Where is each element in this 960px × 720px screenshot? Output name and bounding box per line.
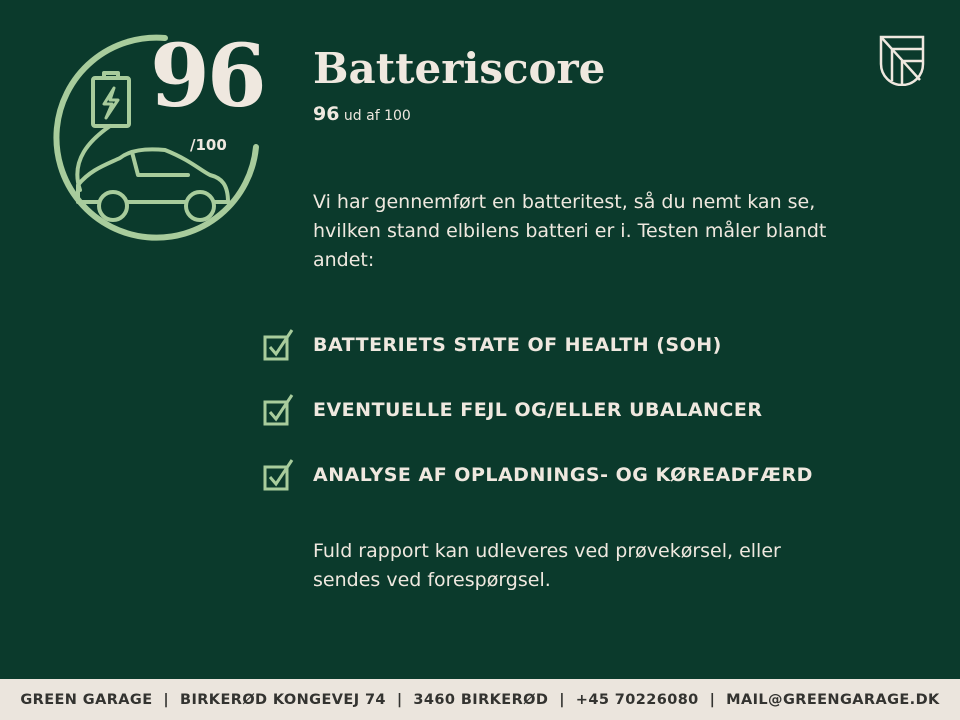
subtitle-suffix: ud af 100 bbox=[343, 108, 411, 124]
shield-logo-icon bbox=[879, 35, 925, 86]
check-list: BATTERIETS STATE OF HEALTH (SOH) EVENTUE… bbox=[262, 312, 813, 507]
check-label: EVENTUELLE FEJL OG/ELLER UBALANCER bbox=[313, 398, 763, 421]
list-item: EVENTUELLE FEJL OG/ELLER UBALANCER bbox=[262, 377, 813, 442]
checkbox-checked-icon bbox=[263, 458, 294, 490]
check-label: ANALYSE AF OPLADNINGS- OG KØREADFÆRD bbox=[313, 463, 813, 486]
list-item: BATTERIETS STATE OF HEALTH (SOH) bbox=[262, 312, 813, 377]
outro-text: Fuld rapport kan udleveres ved prøvekørs… bbox=[313, 540, 781, 591]
checkbox-checked-icon bbox=[263, 393, 294, 425]
badge-out-of: /100 bbox=[190, 136, 227, 154]
footer-contact: GREEN GARAGE | BIRKERØD KONGEVEJ 74 | 34… bbox=[0, 679, 960, 720]
checkbox-checked-icon bbox=[263, 328, 294, 360]
page-title: Batteriscore bbox=[313, 44, 606, 93]
score-subtitle: 96 ud af 100 bbox=[313, 103, 411, 125]
badge-score: 96 bbox=[150, 26, 267, 127]
intro-text: Vi har gennemført en batteritest, så du … bbox=[313, 191, 827, 271]
subtitle-score: 96 bbox=[313, 103, 340, 125]
check-label: BATTERIETS STATE OF HEALTH (SOH) bbox=[313, 333, 722, 356]
battery-car-badge-icon bbox=[53, 34, 259, 241]
list-item: ANALYSE AF OPLADNINGS- OG KØREADFÆRD bbox=[262, 442, 813, 507]
footer-text: GREEN GARAGE | BIRKERØD KONGEVEJ 74 | 34… bbox=[20, 691, 940, 708]
